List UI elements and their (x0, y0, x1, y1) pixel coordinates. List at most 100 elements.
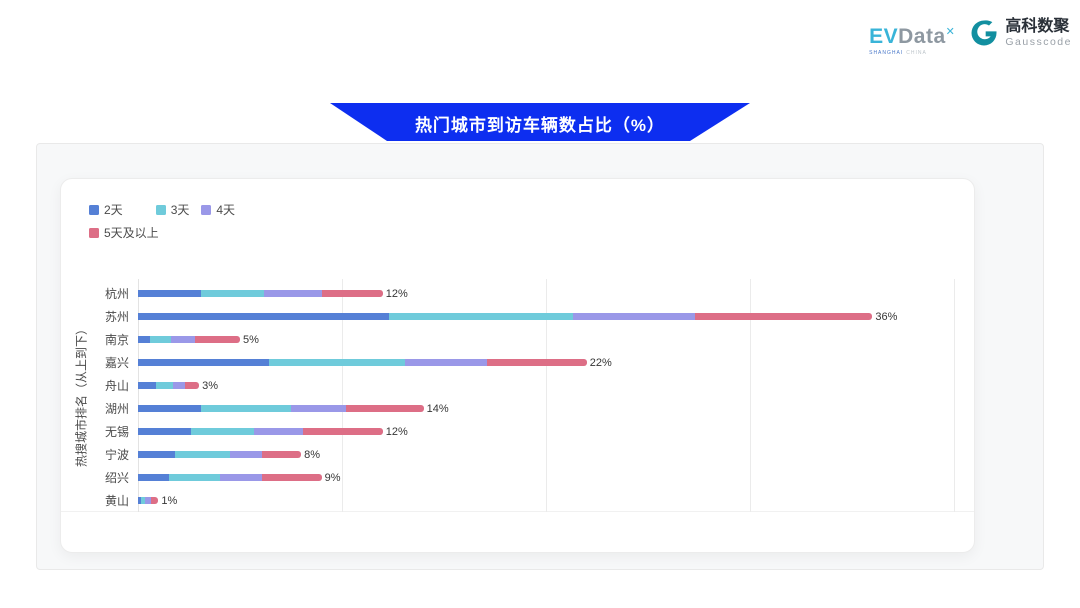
row-label: 嘉兴 (104, 356, 129, 370)
bar-segment-5天及以上 (195, 336, 240, 343)
chart-row-舟山: 舟山 3% (61, 374, 974, 397)
bar-segment-3天 (191, 428, 255, 435)
bar-segment-4天 (219, 474, 263, 481)
gridline-40pct (954, 279, 955, 512)
bar-segment-5天及以上 (346, 405, 424, 412)
bar-segment-4天 (170, 336, 196, 343)
bar-segment-2天 (138, 382, 157, 389)
gausscode-logo: 高科数聚 Gausscode (969, 18, 1072, 48)
evdata-logo: EVData✕ SHANGHAI CHINA (869, 18, 955, 56)
bar-value-label: 3% (202, 379, 219, 392)
bar-segment-3天 (150, 336, 171, 343)
bar-value-label: 36% (875, 310, 898, 323)
bar-segment-3天 (268, 359, 406, 366)
bar-value-label: 8% (304, 448, 321, 461)
evdata-china-text: CHINA (906, 50, 927, 56)
bar-segment-4天 (290, 405, 347, 412)
bar-segment-4天 (405, 359, 487, 366)
bar-segment-2天 (138, 451, 175, 458)
bar-segment-4天 (572, 313, 695, 320)
legend-swatch (155, 204, 166, 215)
chart-row-无锡: 无锡 12% (61, 420, 974, 443)
row-label: 舟山 (104, 379, 129, 393)
legend-item-4天[interactable]: 4天 (201, 201, 235, 218)
bar-segment-5天及以上 (151, 497, 159, 504)
bar-segment-4天 (229, 451, 263, 458)
chart-rows: 杭州 12% 苏州 36% 南京 5% 嘉兴 22% 舟山 3% 湖州 14% 无锡 12% 宁波 8% 绍兴 9… (61, 282, 974, 512)
bar-segment-2天 (138, 313, 389, 320)
bar-segment-2天 (138, 405, 202, 412)
chart-row-南京: 南京 5% (61, 328, 974, 351)
bar-value-label: 5% (242, 333, 259, 346)
bar-segment-3天 (201, 405, 291, 412)
row-label: 绍兴 (104, 471, 129, 485)
header-logos: EVData✕ SHANGHAI CHINA 高科数聚 Gausscode (869, 18, 1072, 56)
row-label: 苏州 (104, 310, 129, 324)
legend-label: 3天 (170, 203, 190, 217)
bar-segment-2天 (138, 336, 151, 343)
bar-segment-5天及以上 (486, 359, 587, 366)
bar-segment-4天 (145, 497, 152, 504)
bar-segment-4天 (254, 428, 304, 435)
bar-segment-3天 (156, 382, 173, 389)
bar-segment-5天及以上 (321, 290, 383, 297)
bar-segment-5天及以上 (303, 428, 383, 435)
bar-segment-3天 (201, 290, 265, 297)
legend-swatch (89, 227, 99, 238)
bar-segment-5天及以上 (262, 451, 302, 458)
bar-value-label: 9% (324, 471, 341, 484)
bar-value-label: 12% (385, 287, 408, 300)
gridline-10pct (342, 279, 343, 512)
chart-row-苏州: 苏州 36% (61, 305, 974, 328)
bar-segment-5天及以上 (262, 474, 322, 481)
evdata-data-text: Data (898, 25, 946, 48)
bar-segment-2天 (138, 290, 202, 297)
legend-item-5天及以上[interactable]: 5天及以上 (89, 224, 159, 241)
gridline-20pct (546, 279, 547, 512)
gausscode-g-icon (971, 20, 997, 46)
bar-segment-2天 (138, 428, 192, 435)
gausscode-en-name: Gausscode (1005, 36, 1072, 48)
evdata-x-icon: ✕ (945, 26, 956, 38)
legend-item-3天[interactable]: 3天 (155, 201, 190, 218)
chart-row-湖州: 湖州 14% (61, 397, 974, 420)
chart-plot (61, 279, 974, 512)
legend-item-2天[interactable]: 2天 (89, 201, 123, 218)
chart-row-嘉兴: 嘉兴 22% (61, 351, 974, 374)
bar-segment-5天及以上 (694, 313, 873, 320)
legend-label: 4天 (216, 203, 236, 217)
chart-row-黄山: 黄山 1% (61, 489, 974, 512)
evdata-shanghai-text: SHANGHAI (869, 50, 904, 56)
row-label: 宁波 (104, 448, 129, 462)
bar-segment-4天 (172, 382, 185, 389)
row-label: 黄山 (104, 494, 129, 508)
bar-segment-3天 (174, 451, 230, 458)
bar-segment-2天 (138, 497, 142, 504)
bar-segment-3天 (141, 497, 146, 504)
title-banner: 热门城市到访车辆数占比（%） (330, 103, 750, 141)
gausscode-cn-name: 高科数聚 (1005, 18, 1070, 35)
bar-value-label: 22% (589, 356, 612, 369)
bar-value-label: 12% (385, 425, 408, 438)
page-title: 热门城市到访车辆数占比（%） (414, 115, 666, 135)
gausscode-text: 高科数聚 Gausscode (1005, 18, 1072, 48)
chart-row-宁波: 宁波 8% (61, 443, 974, 466)
bar-segment-5天及以上 (184, 382, 200, 389)
chart-row-杭州: 杭州 12% (61, 282, 974, 305)
legend-label: 2天 (104, 203, 123, 217)
legend-swatch (89, 204, 99, 215)
bar-segment-2天 (138, 474, 169, 481)
bar-value-label: 1% (161, 494, 178, 507)
evdata-ev-text: EV (869, 25, 899, 48)
y-axis-line (138, 279, 139, 512)
chart-row-绍兴: 绍兴 9% (61, 466, 974, 489)
evdata-wordmark: EVData✕ (869, 22, 955, 47)
gridline-30pct (750, 279, 751, 512)
chart-card: 2天 3天 4天 5天及以上 热搜城市排名（从上到下） 杭州 12% 苏州 36% 南京 5% 嘉… (60, 178, 975, 553)
row-label: 杭州 (104, 287, 129, 301)
evdata-subtext: SHANGHAI CHINA (869, 50, 955, 56)
bar-segment-3天 (168, 474, 220, 481)
bar-segment-2天 (138, 359, 269, 366)
row-label: 湖州 (104, 402, 129, 416)
